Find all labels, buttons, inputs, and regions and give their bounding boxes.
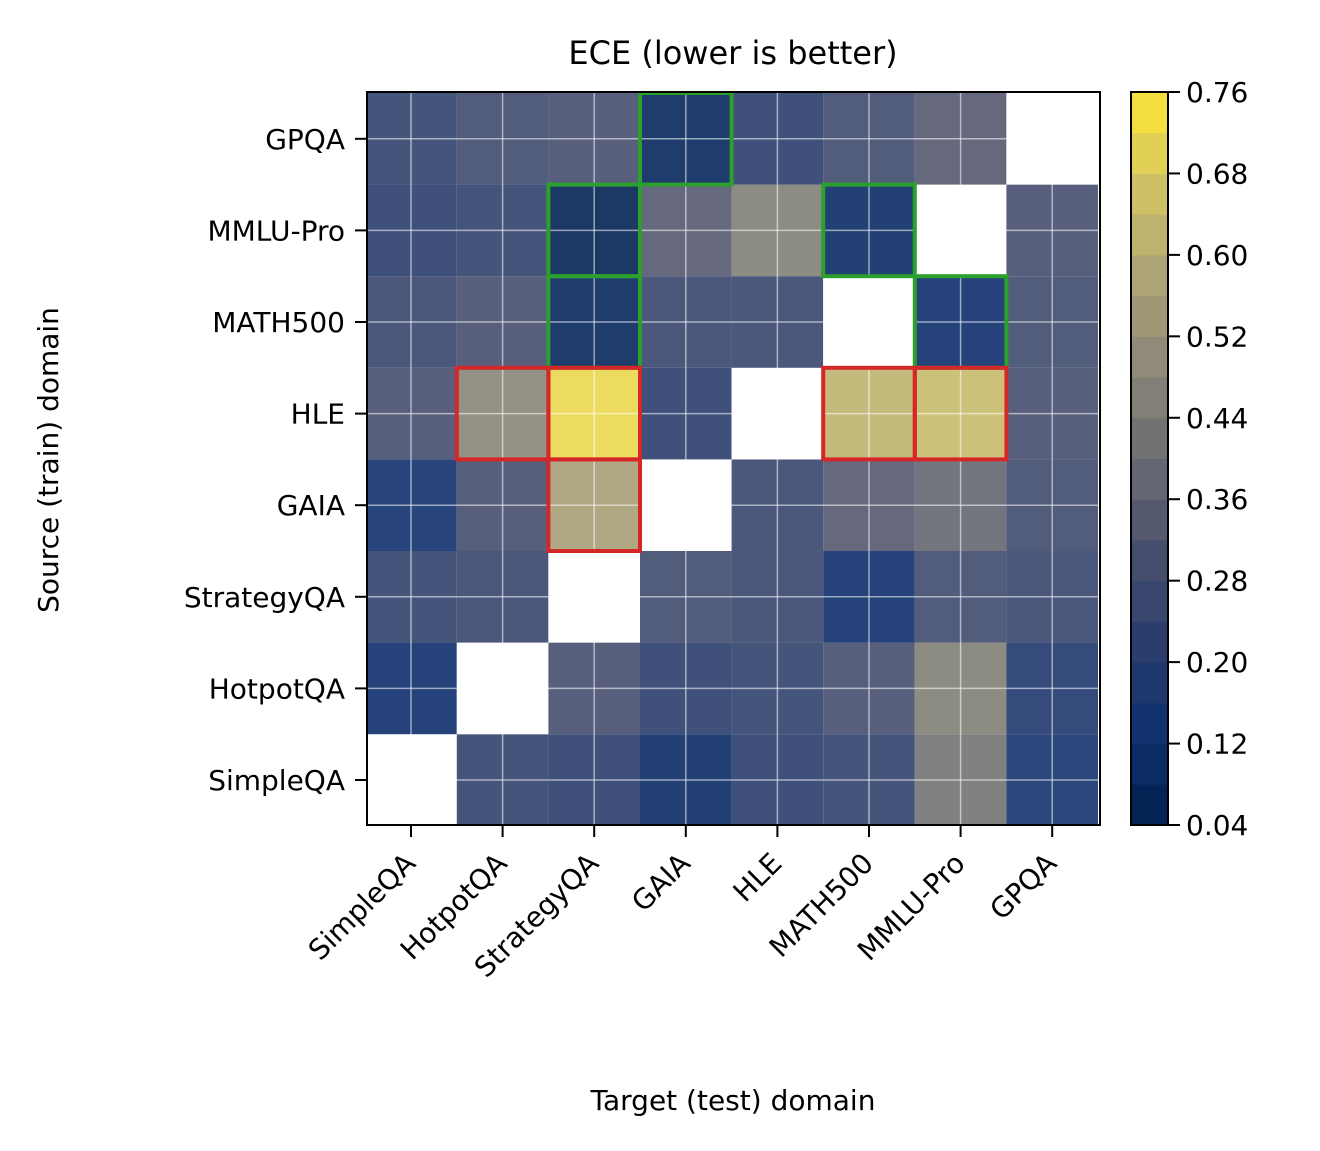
colorbar-band [1131, 621, 1168, 663]
colorbar-band [1131, 214, 1168, 256]
colorbar-band [1131, 499, 1168, 541]
colorbar-band [1131, 539, 1168, 582]
colorbar-tick-label: 0.04 [1186, 809, 1248, 842]
colorbar-band [1131, 254, 1168, 297]
y-tick-label: MMLU-Pro [207, 214, 345, 247]
y-tick-label: HotpotQA [209, 672, 345, 705]
colorbar-band [1131, 336, 1168, 378]
colorbar-tick-label: 0.12 [1186, 728, 1248, 761]
x-tick-label: GPQA [983, 847, 1063, 927]
y-axis-ticks: SimpleQA HotpotQA StrategyQA GAIA HLE MATH500… [184, 123, 367, 797]
y-tick-label: StrategyQA [184, 581, 345, 614]
colorbar-tick-label: 0.20 [1186, 646, 1248, 679]
colorbar-ticks: 0.04 0.12 0.20 0.28 0.36 0.44 0.52 0.60 0.68 0.76 [1168, 76, 1248, 842]
colorbar-tick-label: 0.28 [1186, 565, 1248, 598]
y-axis-label: Source (train) domain [32, 307, 65, 613]
colorbar-band [1131, 417, 1168, 459]
y-tick-label: SimpleQA [208, 764, 345, 797]
colorbar: 0.04 0.12 0.20 0.28 0.36 0.44 0.52 0.60 0.68 0.76 [1130, 76, 1248, 842]
colorbar-band [1131, 173, 1168, 215]
colorbar-band [1131, 702, 1168, 744]
colorbar-band [1131, 458, 1168, 500]
highlight-box-red [912, 365, 1009, 462]
colorbar-bands [1130, 91, 1169, 826]
colorbar-band [1131, 92, 1168, 134]
highlight-boxes [454, 91, 1009, 553]
colorbar-tick-label: 0.44 [1186, 402, 1248, 435]
y-tick-label: GAIA [277, 489, 345, 522]
highlight-box-green [821, 182, 917, 279]
colorbar-tick-label: 0.36 [1186, 483, 1248, 516]
colorbar-band [1131, 784, 1168, 826]
colorbar-frame [1130, 91, 1169, 826]
colorbar-band [1131, 132, 1168, 174]
y-tick-label: MATH500 [212, 306, 345, 339]
chart-title: ECE (lower is better) [568, 34, 897, 72]
x-tick-label: GAIA [625, 847, 697, 919]
colorbar-tick-label: 0.68 [1186, 157, 1248, 190]
colorbar-tick-label: 0.60 [1186, 239, 1248, 272]
colorbar-band [1131, 580, 1168, 622]
y-tick-label: HLE [291, 398, 345, 431]
highlight-box-red [546, 457, 643, 553]
x-axis-label: Target (test) domain [590, 1084, 876, 1117]
y-tick-label: GPQA [265, 123, 345, 156]
colorbar-band [1131, 743, 1168, 785]
x-tick-label: HLE [727, 847, 789, 909]
colorbar-band [1131, 662, 1168, 704]
colorbar-tick-label: 0.76 [1186, 76, 1248, 109]
colorbar-band [1131, 295, 1168, 337]
colorbar-band [1131, 377, 1168, 419]
plot-frame [366, 91, 1101, 826]
colorbar-tick-label: 0.52 [1186, 320, 1248, 353]
